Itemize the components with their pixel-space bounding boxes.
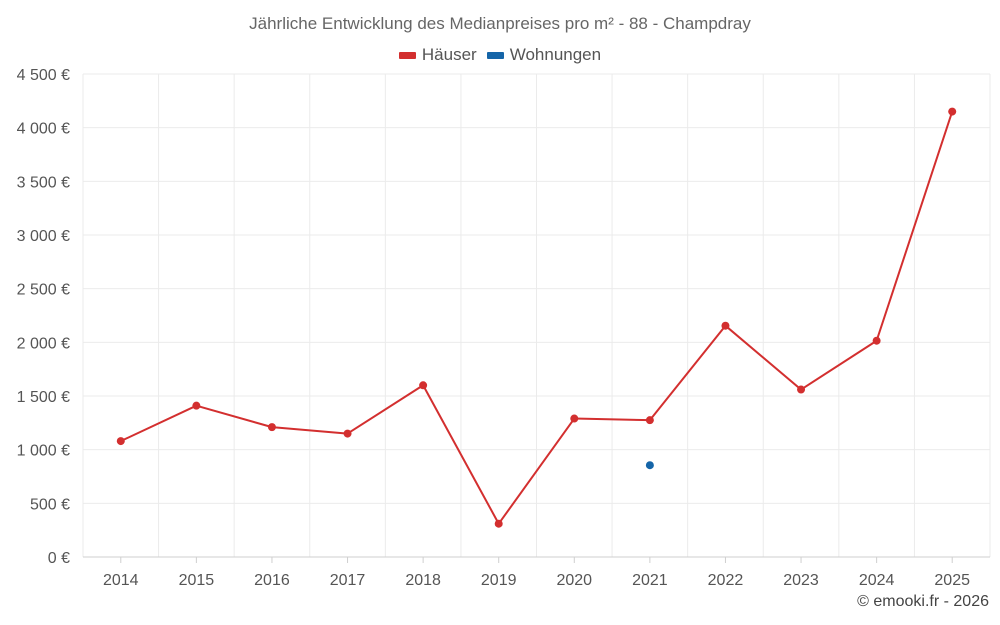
x-tick-label: 2022	[708, 572, 744, 589]
data-point-haeuser	[570, 414, 579, 423]
y-tick-label: 4 000 €	[17, 121, 70, 138]
x-tick-label: 2015	[179, 572, 215, 589]
y-tick-label: 1 000 €	[17, 443, 70, 460]
data-point-haeuser	[343, 429, 352, 438]
grid-lines	[82, 73, 991, 557]
x-tick-label: 2020	[556, 572, 592, 589]
legend-swatch-haeuser	[398, 51, 416, 59]
y-tick-label: 2 500 €	[17, 282, 70, 299]
x-tick-label: 2018	[405, 572, 441, 589]
x-tick-label: 2014	[103, 572, 139, 589]
legend-item-wohnungen[interactable]: Wohnungen	[486, 45, 602, 65]
data-point-haeuser	[419, 381, 428, 390]
x-tick-label: 2016	[254, 572, 290, 589]
x-tick-label: 2021	[632, 572, 668, 589]
data-point-haeuser	[116, 437, 125, 446]
x-tick-label: 2024	[859, 572, 895, 589]
y-tick-label: 4 500 €	[17, 67, 70, 84]
data-point-haeuser	[948, 107, 957, 116]
data-point-haeuser	[645, 416, 654, 425]
y-tick-label: 1 500 €	[17, 389, 70, 406]
x-tick-label: 2017	[330, 572, 366, 589]
data-point-haeuser	[721, 321, 730, 330]
y-tick-label: 0 €	[48, 550, 70, 567]
legend-label-wohnungen: Wohnungen	[509, 45, 602, 64]
data-point-wohnungen	[645, 461, 654, 470]
legend-swatch-wohnungen	[486, 51, 504, 59]
credit-text: © emooki.fr - 2026	[857, 593, 989, 610]
data-point-haeuser	[872, 336, 881, 345]
x-tick-label: 2023	[783, 572, 819, 589]
legend-label-haeuser: Häuser	[421, 45, 477, 64]
legend-item-haeuser[interactable]: Häuser	[398, 45, 477, 65]
y-axis: 0 € 500 € 1 000 € 1 500 € 2 000 € 2 500 € 3 00…	[17, 67, 70, 567]
series-line-haeuser	[120, 111, 954, 525]
legend: Häuser Wohnungen	[0, 45, 1000, 65]
series-group	[116, 107, 957, 528]
x-tick-label: 2025	[934, 572, 970, 589]
x-tick-label: 2019	[481, 572, 517, 589]
y-tick-label: 3 500 €	[17, 174, 70, 191]
data-point-haeuser	[494, 519, 503, 528]
data-point-haeuser	[797, 385, 806, 394]
y-tick-label: 500 €	[30, 496, 70, 513]
data-point-haeuser	[192, 401, 201, 410]
data-point-haeuser	[267, 423, 276, 432]
chart-title: Jährliche Entwicklung des Medianpreises …	[249, 14, 751, 33]
y-tick-label: 2 000 €	[17, 335, 70, 352]
x-axis: 2014 2015 2016 2017 2018 2019 2020 2021 2022 2023…	[83, 556, 990, 589]
y-tick-label: 3 000 €	[17, 228, 70, 245]
